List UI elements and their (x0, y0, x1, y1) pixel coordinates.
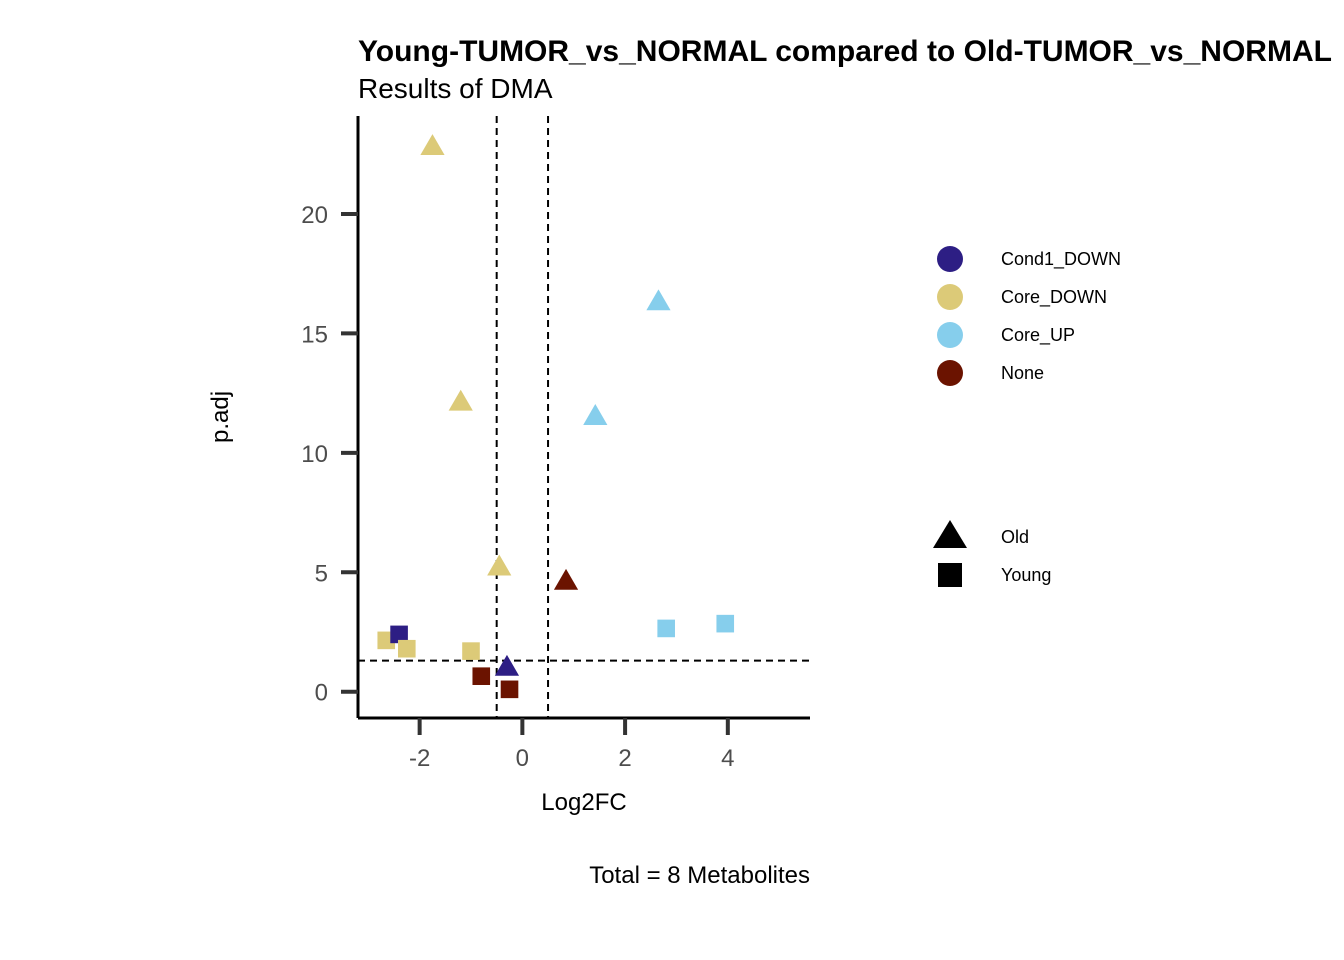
legend-color-swatch (937, 284, 963, 310)
threshold-lines (358, 116, 810, 718)
y-axis-label: p.adj (207, 391, 234, 443)
square-point (397, 639, 416, 658)
legend-color-swatch (937, 360, 963, 386)
legend-shape-label: Old (1001, 527, 1029, 547)
y-tick-label: 5 (315, 560, 328, 587)
square-point (716, 614, 735, 633)
square-point (500, 680, 519, 699)
chart-caption: Total = 8 Metabolites (589, 862, 810, 889)
legend-color-swatch (937, 322, 963, 348)
triangle-point (420, 134, 445, 155)
x-axis-label: Log2FC (541, 789, 626, 816)
x-tick-label: -2 (409, 745, 430, 772)
legend-triangle-symbol (933, 520, 967, 548)
axes (356, 116, 810, 720)
legend-shape-label: Young (1001, 565, 1051, 585)
ticks: -2 0 2 4 0 5 10 15 20 (301, 202, 734, 772)
x-tick-label: 0 (516, 745, 529, 772)
y-tick-label: 0 (315, 680, 328, 707)
triangle-point (553, 568, 579, 590)
x-tick-label: 4 (721, 745, 734, 772)
legend-color-label: None (1001, 363, 1044, 383)
square-point (390, 625, 408, 644)
y-tick-label: 10 (301, 441, 328, 468)
legend-color-label: Core_UP (1001, 325, 1075, 346)
y-tick-label: 20 (301, 202, 328, 229)
x-tick-label: 2 (618, 745, 631, 772)
legend-square-symbol (938, 563, 962, 587)
data-points (377, 134, 735, 699)
chart-title: Young-TUMOR_vs_NORMAL compared to Old-TU… (358, 35, 1332, 68)
legend-color-label: Core_DOWN (1001, 287, 1107, 308)
y-tick-label: 15 (301, 321, 328, 348)
chart-subtitle: Results of DMA (358, 73, 553, 104)
square-point (472, 667, 491, 685)
triangle-point (487, 554, 512, 576)
square-point (462, 642, 480, 660)
triangle-point (494, 654, 520, 676)
legend-color-label: Cond1_DOWN (1001, 249, 1121, 270)
legend: Cond1_DOWN Core_DOWN Core_UP None Old Young (933, 246, 1121, 587)
triangle-point (448, 389, 473, 411)
square-point (657, 619, 675, 638)
triangle-point (646, 289, 671, 311)
legend-color-swatch (937, 246, 963, 272)
triangle-point (583, 404, 608, 425)
